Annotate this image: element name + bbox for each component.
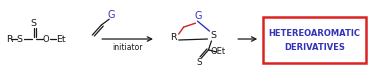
Text: initiator: initiator xyxy=(112,43,143,52)
FancyBboxPatch shape xyxy=(263,17,366,63)
Text: Et: Et xyxy=(56,35,65,43)
Text: OEt: OEt xyxy=(211,47,226,56)
Text: R: R xyxy=(6,35,13,43)
Text: G: G xyxy=(195,11,202,21)
Text: S: S xyxy=(197,58,202,67)
Text: S: S xyxy=(17,35,23,43)
Text: S: S xyxy=(211,31,217,40)
Text: O: O xyxy=(42,35,49,43)
Text: S: S xyxy=(31,19,37,28)
Text: HETEREOAROMATIC: HETEREOAROMATIC xyxy=(269,29,361,38)
Text: R: R xyxy=(170,33,177,42)
Text: DERIVATIVES: DERIVATIVES xyxy=(284,43,345,52)
Text: G: G xyxy=(108,10,115,20)
